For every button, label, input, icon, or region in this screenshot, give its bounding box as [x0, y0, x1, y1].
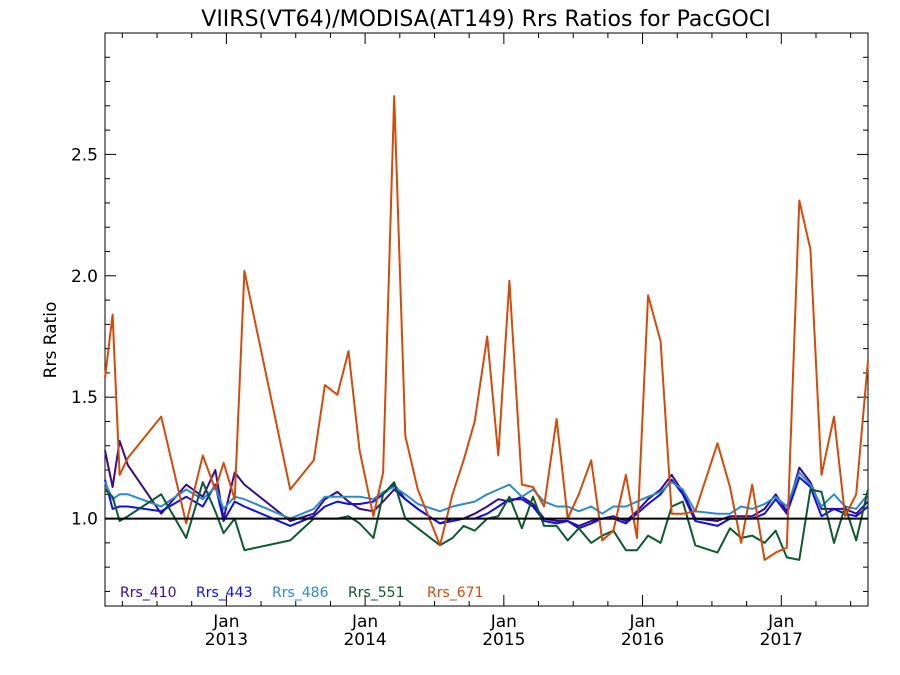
axis-ticks: 1.01.52.02.5Jan2013Jan2014Jan2015Jan2016… — [71, 33, 868, 650]
y-tick-label: 2.0 — [71, 267, 98, 287]
x-tick-month: Jan — [212, 612, 239, 632]
y-tick-label: 1.0 — [71, 510, 98, 530]
legend: Rrs_410 Rrs_443 Rrs_486 Rrs_551 Rrs_671 — [120, 585, 484, 601]
x-tick-month: Jan — [767, 612, 794, 632]
series-line-rrs-671 — [104, 95, 869, 561]
chart-title: VIIRS(VT64)/MODISA(AT149) Rrs Ratios for… — [201, 7, 770, 32]
legend-item-rrs-671: Rrs_671 — [427, 585, 484, 601]
y-axis-label: Rrs Ratio — [41, 302, 61, 379]
x-tick-year: 2017 — [760, 630, 803, 650]
series-lines — [104, 95, 869, 561]
x-tick-month: Jan — [351, 612, 378, 632]
legend-item-rrs-443: Rrs_443 — [196, 585, 253, 601]
x-tick-year: 2013 — [205, 630, 248, 650]
x-tick-month: Jan — [628, 612, 655, 632]
legend-item-rrs-410: Rrs_410 — [120, 585, 177, 601]
legend-item-rrs-486: Rrs_486 — [272, 585, 329, 601]
x-tick-year: 2015 — [482, 630, 525, 650]
x-tick-year: 2016 — [621, 630, 664, 650]
series-line-rrs-551 — [104, 481, 869, 561]
y-tick-label: 2.5 — [71, 145, 98, 165]
y-tick-label: 1.5 — [71, 388, 98, 408]
series-line-rrs-443 — [104, 476, 869, 530]
x-tick-month: Jan — [490, 612, 517, 632]
legend-item-rrs-551: Rrs_551 — [348, 585, 405, 601]
plot-frame — [104, 32, 869, 607]
x-tick-year: 2014 — [343, 630, 386, 650]
